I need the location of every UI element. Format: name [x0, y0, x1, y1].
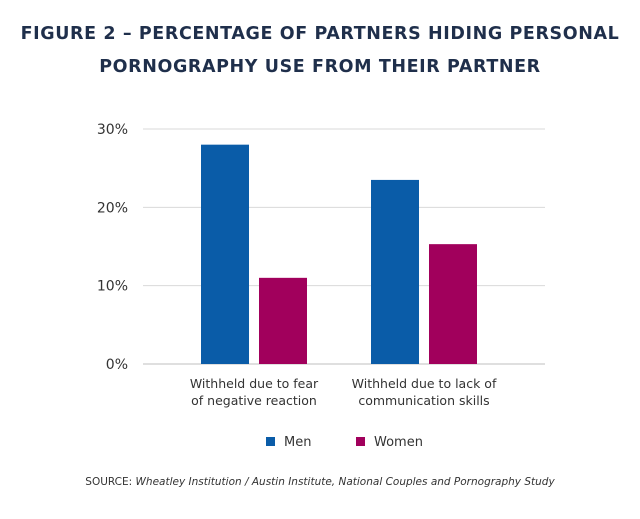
source-label: SOURCE:	[85, 476, 136, 488]
bar-women	[259, 277, 307, 364]
y-tick-label: 30%	[97, 122, 128, 138]
bar-men	[201, 144, 249, 364]
legend-swatch-men	[266, 437, 275, 446]
legend-label-women: Women	[374, 435, 423, 450]
source-text: Wheatley Institution / Austin Institute,…	[135, 476, 555, 488]
source-note: SOURCE: Wheatley Institution / Austin In…	[0, 476, 640, 488]
legend-swatch-women	[356, 437, 365, 446]
chart-title-line-1: FIGURE 2 – PERCENTAGE OF PARTNERS HIDING…	[20, 24, 620, 44]
legend-label-men: Men	[284, 435, 311, 450]
x-category-label: Withheld due to lack of	[352, 376, 497, 391]
x-category-label: of negative reaction	[191, 393, 317, 408]
x-category-label: Withheld due to fear	[190, 376, 319, 391]
chart-title: FIGURE 2 – PERCENTAGE OF PARTNERS HIDING…	[0, 18, 640, 84]
chart-title-line-2: PORNOGRAPHY USE FROM THEIR PARTNER	[99, 57, 541, 77]
bar-men	[371, 179, 419, 364]
y-tick-label: 20%	[97, 200, 128, 216]
bar-women	[429, 244, 477, 364]
y-tick-label: 0%	[106, 357, 128, 373]
x-category-label: communication skills	[358, 393, 489, 408]
y-tick-label: 10%	[97, 279, 128, 295]
